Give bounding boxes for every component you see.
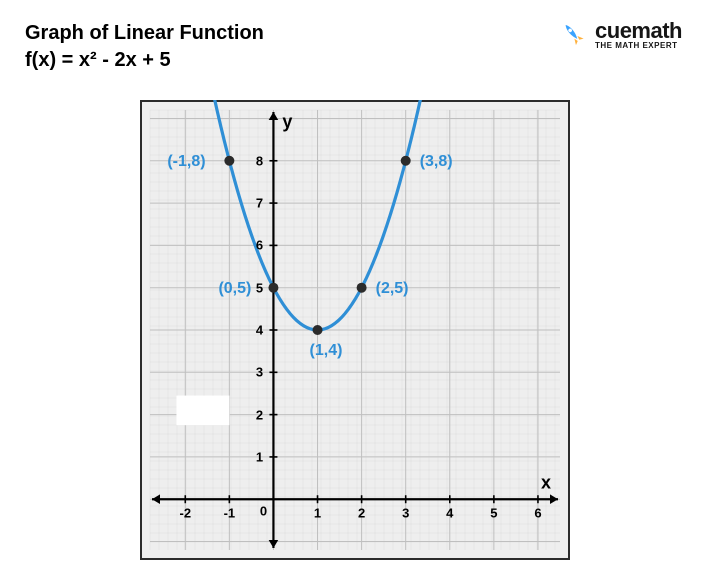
brand-tagline: THE MATH EXPERT [595,42,682,50]
title-line-1: Graph of Linear Function [25,20,264,47]
brand-logo: cuemath THE MATH EXPERT [559,20,682,50]
function-chart: -2-1123456123456780xy(-1,8)(0,5)(1,4)(2,… [140,100,570,560]
page-title: Graph of Linear Function f(x) = x² - 2x … [25,20,264,74]
brand-name: cuemath [595,20,682,42]
chart-canvas [140,100,570,560]
rocket-icon [559,20,589,50]
title-line-2: f(x) = x² - 2x + 5 [25,47,264,74]
